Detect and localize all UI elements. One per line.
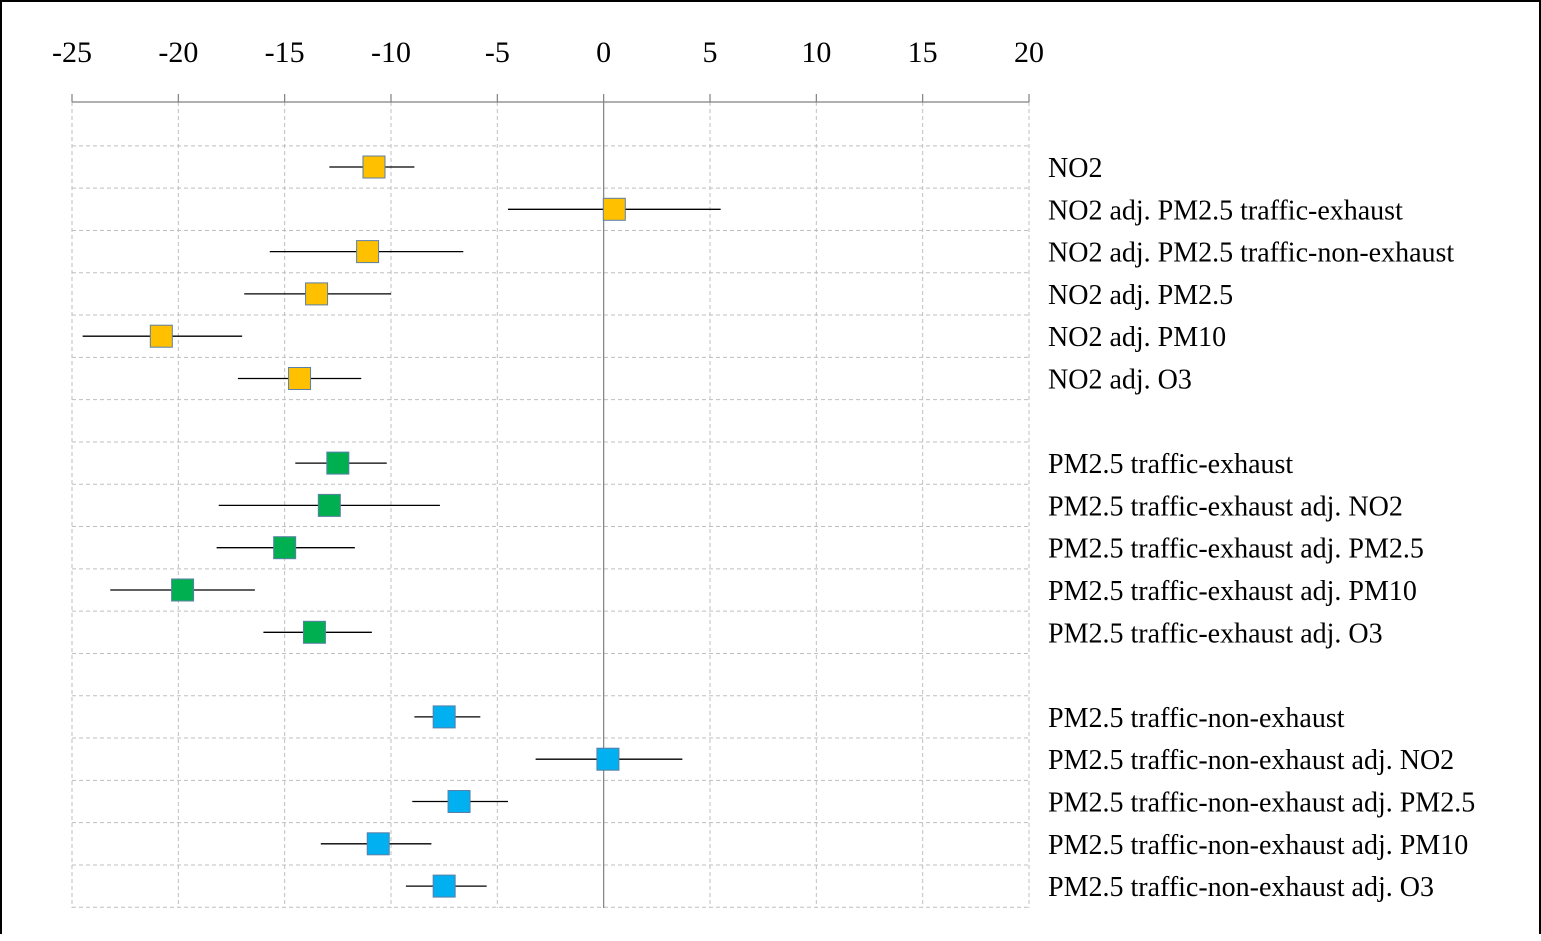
estimate-marker <box>149 324 173 348</box>
row-label: PM2.5 traffic-exhaust adj. PM10 <box>1048 576 1417 607</box>
x-tick-label: -25 <box>52 36 92 69</box>
row-label: PM2.5 traffic-non-exhaust adj. PM2.5 <box>1048 788 1475 819</box>
row-label: NO2 <box>1048 153 1102 184</box>
estimate-marker <box>362 155 386 179</box>
row-label: PM2.5 traffic-exhaust <box>1048 449 1293 480</box>
row-label: NO2 adj. PM2.5 <box>1048 280 1233 311</box>
x-tick-label: 20 <box>1014 36 1044 69</box>
row-label: PM2.5 traffic-exhaust adj. NO2 <box>1048 491 1403 522</box>
estimate-marker <box>602 197 626 221</box>
row-label: PM2.5 traffic-non-exhaust adj. NO2 <box>1048 745 1454 776</box>
row-labels: NO2 NO2 adj. PM2.5 traffic-exhaust NO2 adj… <box>1048 153 1475 903</box>
row-label: PM2.5 traffic-exhaust adj. O3 <box>1048 618 1383 649</box>
estimate-marker <box>432 705 456 729</box>
x-tick-label: 0 <box>596 36 611 69</box>
row-label: NO2 adj. PM2.5 traffic-exhaust <box>1048 195 1403 226</box>
x-tick-label: -5 <box>485 36 510 69</box>
estimate-marker <box>305 282 329 306</box>
estimate-marker <box>356 240 380 264</box>
estimate-marker <box>171 578 195 602</box>
x-tick-label: -20 <box>158 36 198 69</box>
estimate-marker <box>596 747 620 771</box>
x-tick-label: 5 <box>703 36 718 69</box>
estimate-marker <box>432 874 456 898</box>
row-label: PM2.5 traffic-exhaust adj. PM2.5 <box>1048 534 1424 565</box>
estimate-marker <box>317 493 341 517</box>
estimate-marker <box>366 832 390 856</box>
grid <box>71 102 1030 908</box>
row-label: PM2.5 traffic-non-exhaust <box>1048 703 1345 734</box>
x-axis: -25 -20 -15 -10 -5 0 5 10 15 20 <box>52 36 1044 103</box>
estimate-marker <box>447 790 471 813</box>
row-label: NO2 adj. PM2.5 traffic-non-exhaust <box>1048 238 1454 269</box>
estimate-marker <box>302 620 326 644</box>
row-label: PM2.5 traffic-non-exhaust adj. PM10 <box>1048 830 1468 861</box>
row-label: PM2.5 traffic-non-exhaust adj. O3 <box>1048 872 1434 903</box>
estimate-marks <box>82 155 721 898</box>
row-label: NO2 adj. O3 <box>1048 365 1192 396</box>
x-tick-label: -15 <box>265 36 305 69</box>
estimate-marker <box>273 536 297 560</box>
row-label: NO2 adj. PM10 <box>1048 322 1226 353</box>
x-tick-label: -10 <box>371 36 411 69</box>
x-tick-label: 15 <box>908 36 938 69</box>
x-tick-label: 10 <box>801 36 831 69</box>
estimate-marker <box>288 367 312 390</box>
estimate-marker <box>326 451 350 475</box>
